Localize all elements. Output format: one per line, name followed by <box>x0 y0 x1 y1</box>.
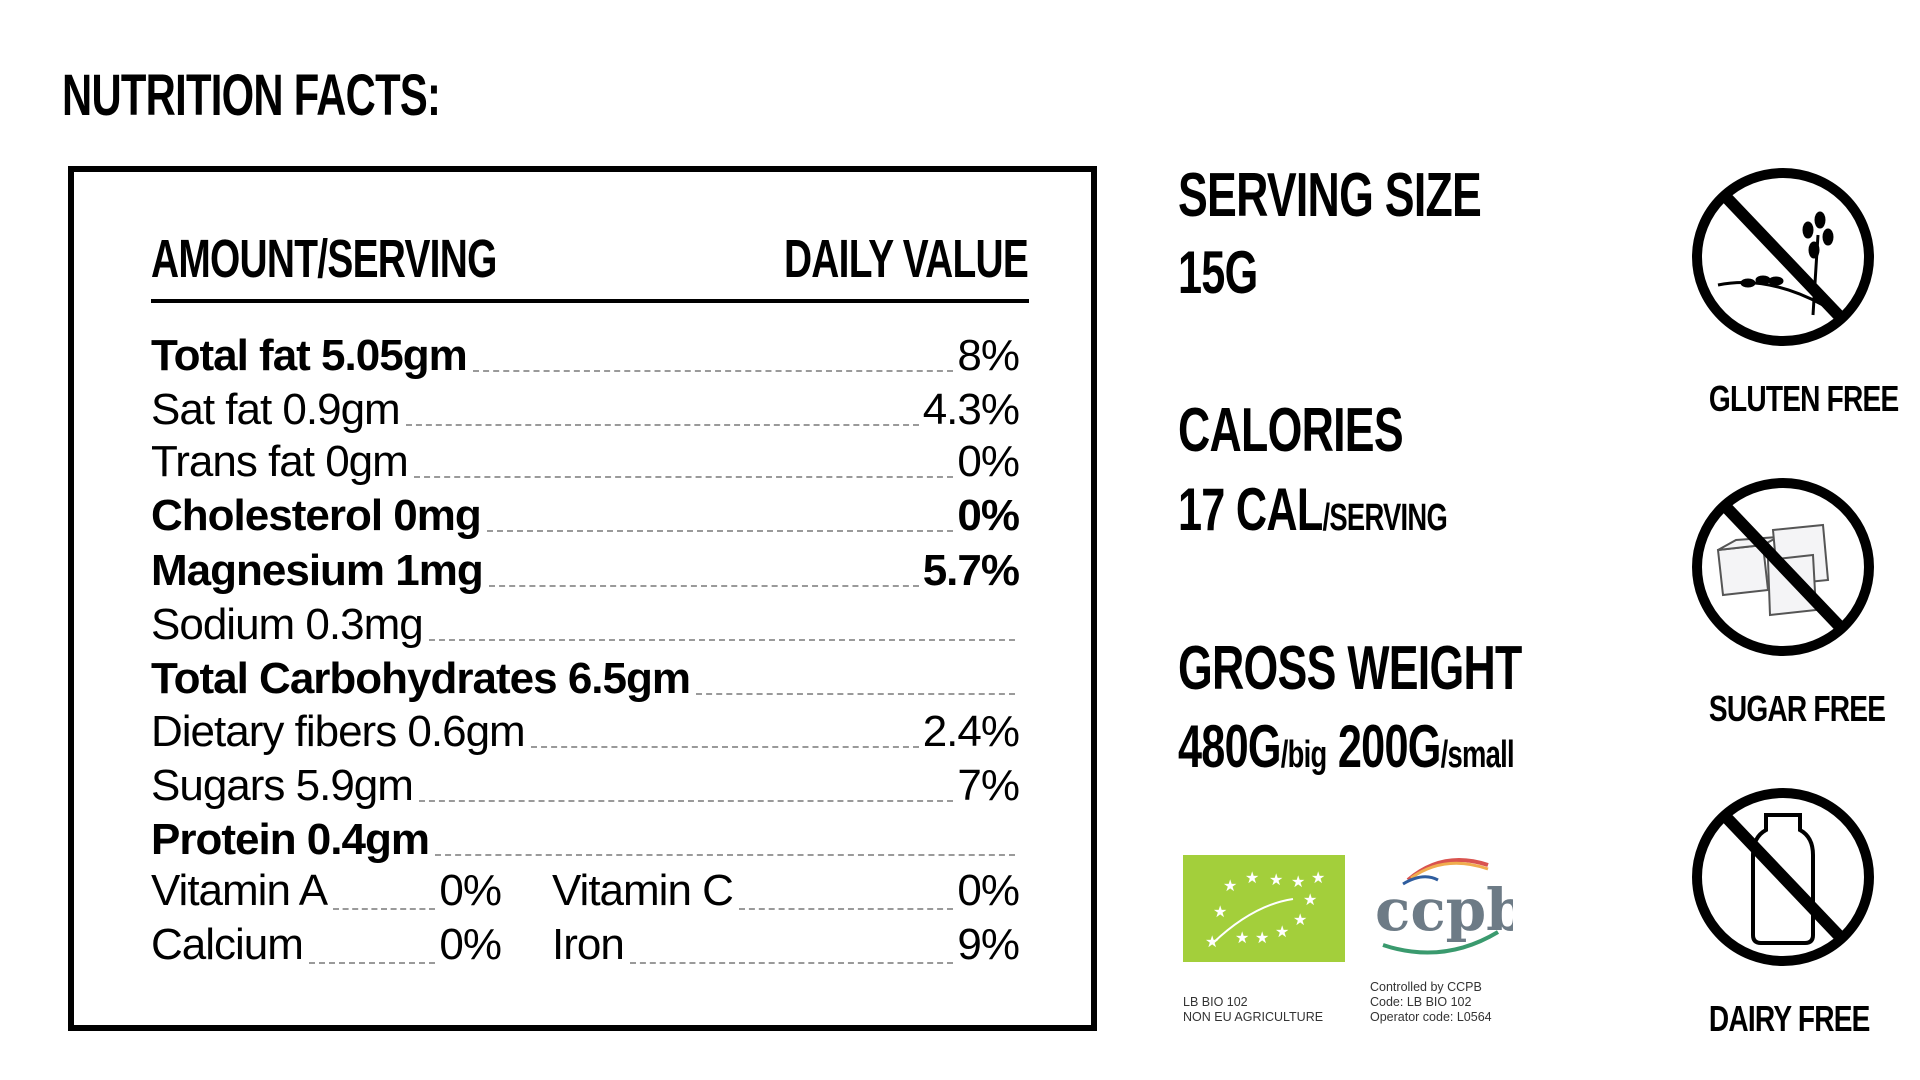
nutrient-row-sugars: Sugars 5.9gm 7% <box>151 754 1020 810</box>
ccpb-logo: ccpb <box>1363 850 1527 965</box>
leader-dots <box>738 908 954 910</box>
svg-text:★: ★ <box>1235 928 1249 947</box>
eu-agriculture-line: NON EU AGRICULTURE <box>1183 1010 1324 1024</box>
vitamin-value: 0% <box>439 920 502 969</box>
calories-value: 17 CAL/SERVING <box>1178 475 1448 544</box>
leader-dots <box>333 908 436 910</box>
nutrient-label: Sugars 5.9gm <box>151 761 414 810</box>
nutrient-value: 0% <box>957 491 1020 540</box>
no-sugar-icon <box>1688 475 1878 665</box>
serving-size-value: 15G <box>1178 239 1258 306</box>
gross-big-unit: /big <box>1280 734 1327 776</box>
leader-dots <box>530 746 919 748</box>
serving-size-label: SERVING SIZE <box>1178 161 1482 230</box>
header-amount-serving: AMOUNT/SERVING <box>151 229 497 289</box>
sugar-free-label: SUGAR FREE <box>1708 688 1886 729</box>
nutrient-value: 8% <box>957 331 1020 380</box>
nutrient-label: Trans fat 0gm <box>151 437 409 486</box>
svg-text:★: ★ <box>1245 868 1259 887</box>
leader-dots <box>629 962 954 964</box>
nutrient-row-total-carbohydrates: Total Carbohydrates 6.5gm <box>151 647 1019 701</box>
nutrient-row-protein: Protein 0.4gm <box>151 808 1019 862</box>
svg-text:★: ★ <box>1223 876 1237 895</box>
ccpb-controlled-line: Controlled by CCPB <box>1370 980 1482 994</box>
gross-big-value: 480G <box>1178 713 1282 780</box>
eu-organic-leaf-logo: ★ ★ ★ ★ ★ ★ ★ ★ ★ ★ ★ ★ <box>1183 855 1345 962</box>
gross-weight-label: GROSS WEIGHT <box>1178 634 1522 703</box>
eu-organic-text: LB BIO 102 NON EU AGRICULTURE <box>1183 995 1323 1025</box>
vitamin-value: 9% <box>957 920 1020 969</box>
leader-dots <box>418 800 954 802</box>
ccpb-brand-text: ccpb <box>1375 876 1513 944</box>
svg-text:★: ★ <box>1303 890 1317 909</box>
nutrient-row-dietary-fibers: Dietary fibers 0.6gm 2.4% <box>151 700 1020 756</box>
vitamin-label: Vitamin C <box>552 866 734 915</box>
leader-dots <box>486 530 954 532</box>
nutrient-row-total-fat: Total fat 5.05gm 8% <box>151 324 1020 380</box>
vitamin-value: 0% <box>957 866 1020 915</box>
vitamin-row-calcium: Calcium 0% <box>151 916 502 970</box>
svg-text:★: ★ <box>1311 868 1325 887</box>
leader-dots <box>434 854 1015 856</box>
header-divider <box>151 299 1029 303</box>
nutrition-table: AMOUNT/SERVING DAILY VALUE Total fat 5.0… <box>68 166 1097 1031</box>
leader-dots <box>488 585 919 587</box>
svg-text:★: ★ <box>1255 928 1269 947</box>
ccpb-operator-line: Operator code: L0564 <box>1370 1010 1492 1024</box>
nutrient-label: Magnesium 1mg <box>151 546 484 595</box>
nutrient-row-magnesium: Magnesium 1mg 5.7% <box>151 539 1020 595</box>
svg-text:★: ★ <box>1269 870 1283 889</box>
nutrient-value: 5.7% <box>922 546 1020 595</box>
page-title: NUTRITION FACTS: <box>62 63 441 128</box>
dairy-free-label: DAIRY FREE <box>1708 998 1870 1039</box>
no-gluten-icon <box>1688 165 1878 355</box>
leader-dots <box>472 370 954 372</box>
ccpb-code-line: Code: LB BIO 102 <box>1370 995 1472 1009</box>
calories-label: CALORIES <box>1178 396 1404 465</box>
gross-small-unit: /small <box>1440 734 1515 776</box>
leader-dots <box>405 424 919 426</box>
no-dairy-icon <box>1688 785 1878 975</box>
calories-unit: /SERVING <box>1322 497 1448 539</box>
nutrient-label: Cholesterol 0mg <box>151 491 482 540</box>
eu-code-line: LB BIO 102 <box>1183 995 1248 1009</box>
vitamin-row-vitamin-c: Vitamin C 0% <box>552 862 1020 916</box>
nutrient-value: 7% <box>957 761 1020 810</box>
svg-text:★: ★ <box>1205 932 1219 951</box>
vitamin-label: Calcium <box>151 920 304 969</box>
vitamin-row-vitamin-a: Vitamin A 0% <box>151 862 502 916</box>
nutrient-value: 0% <box>957 437 1020 486</box>
vitamin-value: 0% <box>439 866 502 915</box>
nutrient-value: 4.3% <box>922 385 1020 434</box>
leader-dots <box>428 639 1015 641</box>
leader-dots <box>308 962 436 964</box>
vitamin-row-iron: Iron 9% <box>552 916 1020 970</box>
ccpb-text: Controlled by CCPB Code: LB BIO 102 Oper… <box>1370 980 1492 1025</box>
nutrient-row-sodium: Sodium 0.3mg <box>151 593 1019 647</box>
nutrient-row-trans-fat: Trans fat 0gm 0% <box>151 430 1020 486</box>
leader-dots <box>413 476 954 478</box>
leader-dots <box>696 693 1015 695</box>
svg-text:★: ★ <box>1291 872 1305 891</box>
vitamin-label: Vitamin A <box>151 866 328 915</box>
nutrient-row-cholesterol: Cholesterol 0mg 0% <box>151 484 1020 540</box>
gross-weight-value: 480G/big 200G/small <box>1178 712 1515 781</box>
nutrient-value: 2.4% <box>922 707 1020 756</box>
vitamin-label: Iron <box>552 920 625 969</box>
header-daily-value: DAILY VALUE <box>783 229 1029 289</box>
svg-text:★: ★ <box>1213 902 1227 921</box>
nutrient-label: Sat fat 0.9gm <box>151 385 401 434</box>
gluten-free-label: GLUTEN FREE <box>1708 378 1899 419</box>
nutrient-label: Total fat 5.05gm <box>151 331 468 380</box>
nutrient-label: Dietary fibers 0.6gm <box>151 707 526 756</box>
nutrient-label: Protein 0.4gm <box>151 815 430 864</box>
nutrient-row-sat-fat: Sat fat 0.9gm 4.3% <box>151 378 1020 434</box>
calories-amount: 17 CAL <box>1178 476 1323 543</box>
svg-text:★: ★ <box>1293 910 1307 929</box>
nutrient-label: Total Carbohydrates 6.5gm <box>151 654 691 703</box>
svg-text:★: ★ <box>1275 922 1289 941</box>
gross-small-value: 200G <box>1337 713 1442 780</box>
nutrient-label: Sodium 0.3mg <box>151 600 424 649</box>
